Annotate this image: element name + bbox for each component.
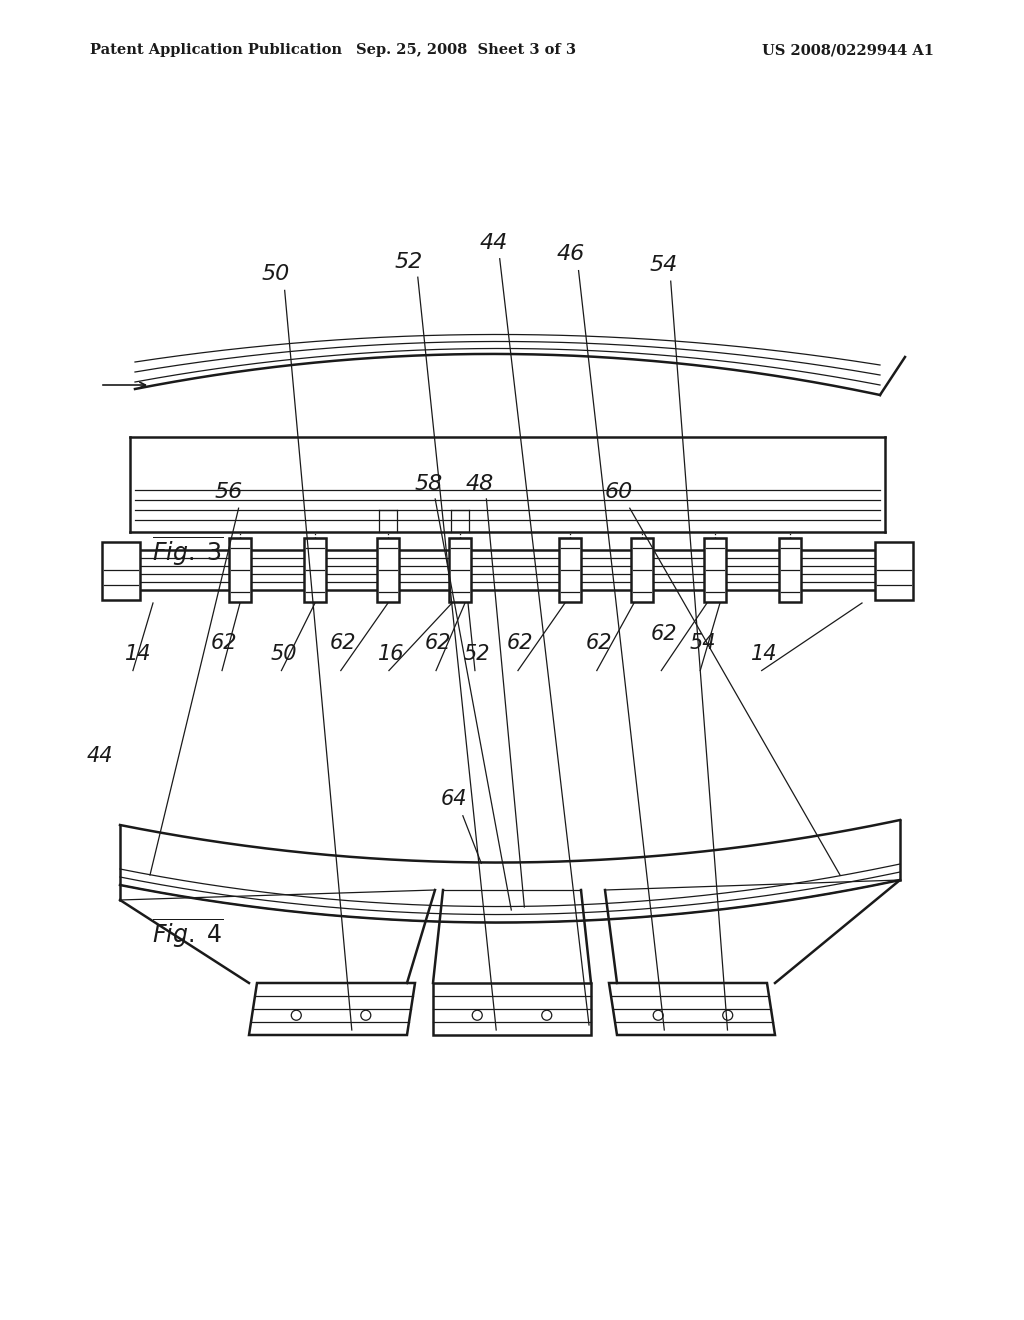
- Text: Sep. 25, 2008  Sheet 3 of 3: Sep. 25, 2008 Sheet 3 of 3: [356, 44, 575, 57]
- Text: $\overline{Fig.\ 4}$: $\overline{Fig.\ 4}$: [152, 917, 223, 950]
- Polygon shape: [249, 983, 415, 1035]
- Text: 14: 14: [751, 644, 777, 664]
- Text: 62: 62: [650, 624, 677, 644]
- Circle shape: [360, 1010, 371, 1020]
- Text: 60: 60: [604, 482, 633, 502]
- Text: Patent Application Publication: Patent Application Publication: [90, 44, 342, 57]
- Bar: [631, 539, 653, 602]
- Text: 50: 50: [261, 264, 290, 284]
- Text: 48: 48: [466, 474, 495, 494]
- Bar: [559, 539, 581, 602]
- Text: 14: 14: [125, 644, 152, 664]
- Circle shape: [653, 1010, 664, 1020]
- Text: 16: 16: [378, 644, 404, 664]
- Text: 50: 50: [270, 644, 297, 664]
- Text: 58: 58: [415, 474, 443, 494]
- Bar: [377, 539, 399, 602]
- Text: US 2008/0229944 A1: US 2008/0229944 A1: [762, 44, 934, 57]
- Text: 62: 62: [425, 634, 452, 653]
- Text: 56: 56: [215, 482, 244, 502]
- Bar: [449, 539, 471, 602]
- Text: 54: 54: [649, 255, 678, 275]
- Bar: [874, 543, 913, 601]
- Circle shape: [291, 1010, 301, 1020]
- Text: 44: 44: [479, 234, 508, 253]
- Text: 44: 44: [87, 746, 114, 766]
- Bar: [102, 543, 140, 601]
- Text: 52: 52: [464, 644, 490, 664]
- Text: 54: 54: [689, 634, 716, 653]
- Text: $\overline{Fig.\ 3}$: $\overline{Fig.\ 3}$: [152, 535, 223, 568]
- Text: 62: 62: [586, 634, 612, 653]
- Text: 62: 62: [330, 634, 356, 653]
- Circle shape: [472, 1010, 482, 1020]
- Bar: [705, 539, 726, 602]
- Text: 62: 62: [507, 634, 534, 653]
- Text: 62: 62: [211, 634, 238, 653]
- Polygon shape: [433, 983, 591, 1035]
- Bar: [779, 539, 801, 602]
- Polygon shape: [609, 983, 775, 1035]
- Bar: [304, 539, 326, 602]
- Text: 64: 64: [440, 789, 467, 809]
- Circle shape: [542, 1010, 552, 1020]
- Text: 46: 46: [557, 244, 586, 264]
- Bar: [229, 539, 251, 602]
- Circle shape: [723, 1010, 733, 1020]
- Text: 52: 52: [394, 252, 423, 272]
